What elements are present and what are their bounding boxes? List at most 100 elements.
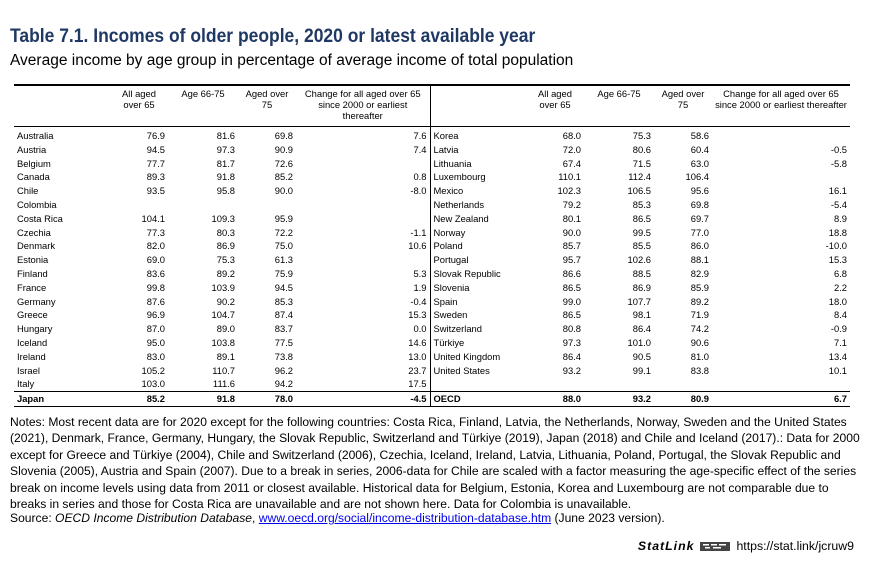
value-cell [712,170,850,184]
value-cell: -0.4 [296,294,431,309]
value-cell: 18.0 [828,295,847,307]
value-cell: 86.4 [632,323,651,335]
value-cell [296,156,431,171]
value-cell: 88.1 [690,254,709,266]
value-cell: 75.9 [274,267,293,279]
value-cell: 7.1 [833,336,847,348]
source-link[interactable]: www.oecd.org/social/income-distribution-… [258,511,552,525]
value-cell: 85.9 [690,281,709,293]
value-cell: 99.5 [632,226,651,238]
value-cell: 6.7 [712,391,850,407]
value-cell: 81.6 [216,130,235,141]
value-cell: -1.1 [296,225,431,240]
value-cell: -8.0 [296,184,431,198]
value-cell: 90.0 [274,185,293,197]
table-row: Belgium 77.7 81.7 72.6 Lithuania 67.4 71.5 63.0… [14,156,850,171]
value-cell: 106.4 [685,171,709,183]
value-cell: 80.8 [562,323,581,335]
table-row: Finland 83.6 89.2 75.9 5.3 Slovak Republic 86.… [14,266,850,281]
value-cell: 94.5 [274,281,293,293]
value-cell [526,377,584,391]
country-cell: Denmark [17,240,56,252]
value-cell: 80.1 [562,212,581,224]
value-cell: 85.7 [562,240,581,252]
value-cell: 61.3 [274,254,293,266]
value-cell: 71.5 [632,157,651,169]
table-row: Israel 105.2 110.7 96.2 23.7 United States 93.… [14,363,850,378]
value-cell: 86.5 [562,309,581,321]
value-cell: 80.9 [654,391,712,407]
value-cell: 15.3 [296,308,431,323]
value-cell: 82.9 [690,267,709,279]
country-cell: Iceland [17,336,48,348]
value-cell: 104.1 [141,212,165,224]
value-cell: 110.7 [212,364,235,376]
value-cell: 99.0 [562,295,581,307]
value-cell: 10.1 [828,364,847,376]
value-cell: 16.1 [828,185,847,197]
value-cell: 85.5 [632,240,651,252]
value-cell [110,198,168,212]
country-cell: France [17,281,47,293]
value-cell [238,198,296,212]
value-cell: 96.9 [146,309,165,321]
value-cell: 89.3 [146,171,165,183]
country-cell: Luxembourg [433,171,486,183]
statlink-brand: StatLink [637,539,695,553]
value-cell: 7.4 [296,142,431,157]
value-cell: 90.6 [690,336,709,348]
table-row: Italy 103.0 111.6 94.2 17.5 [14,377,850,392]
country-cell: United States [433,364,490,376]
value-cell: 93.5 [146,185,165,197]
value-cell: 99.8 [146,281,165,293]
table-row: Germany 87.6 90.2 85.3 -0.4 Spain 99.0 107.7 89.… [14,294,850,309]
value-cell: 83.8 [690,364,709,376]
country-cell: OECD [430,391,526,407]
value-cell: 88.5 [632,267,651,279]
statlink-url[interactable]: https://stat.link/jcruw9 [736,539,854,553]
value-cell: 69.7 [690,212,709,224]
value-cell: 95.6 [690,185,709,197]
country-cell: Spain [433,295,458,307]
notes-text: Notes: Most recent data are for 2020 exc… [10,415,860,512]
value-cell: 60.4 [690,143,709,155]
country-cell: Sweden [433,309,468,321]
value-cell: 72.6 [274,157,293,169]
value-cell: 69.0 [146,254,165,266]
country-cell: Latvia [433,143,459,155]
source-database-name: OECD Income Distribution Database [55,511,252,525]
country-cell: Costa Rica [17,212,63,224]
value-cell: 96.2 [274,364,293,376]
value-cell: 6.8 [833,267,847,279]
value-cell: -4.5 [296,391,431,407]
value-cell: -0.5 [830,143,847,155]
table-row: Ireland 83.0 89.1 73.8 13.0 United Kingdom 86.… [14,349,850,364]
country-cell: Finland [17,267,48,279]
statlink: StatLink https://stat.link/jcruw9 [638,539,854,553]
value-cell: 83.6 [146,267,165,279]
value-cell: 81.0 [690,350,709,362]
value-cell: 82.0 [146,240,165,252]
value-cell: 99.1 [632,364,651,376]
country-cell: Italy [17,378,35,390]
value-cell: 13.0 [296,349,431,364]
table-row: Denmark 82.0 86.9 75.0 10.6 Poland 85.7 85.5 86.… [14,239,850,254]
value-cell: 103.0 [141,378,165,390]
value-cell: 112.4 [628,171,651,183]
source-suffix: (June 2023 version). [551,511,665,525]
value-cell: 95.9 [274,212,293,224]
value-cell: 86.9 [216,240,235,252]
value-cell [296,211,431,226]
header-aged-over-75: Aged over 75 [654,84,712,127]
value-cell: 77.3 [146,226,165,238]
value-cell: 89.2 [690,295,709,307]
value-cell: 69.8 [274,130,293,141]
value-cell: 58.6 [690,130,709,141]
value-cell: 63.0 [690,157,709,169]
country-cell: Lithuania [433,157,472,169]
value-cell: 110.1 [558,171,581,183]
value-cell: 102.6 [627,254,651,266]
country-cell: Canada [17,171,50,183]
value-cell: 90.2 [216,295,235,307]
table-row: Costa Rica 104.1 109.3 95.9 New Zealand 80.1 8… [14,211,850,226]
